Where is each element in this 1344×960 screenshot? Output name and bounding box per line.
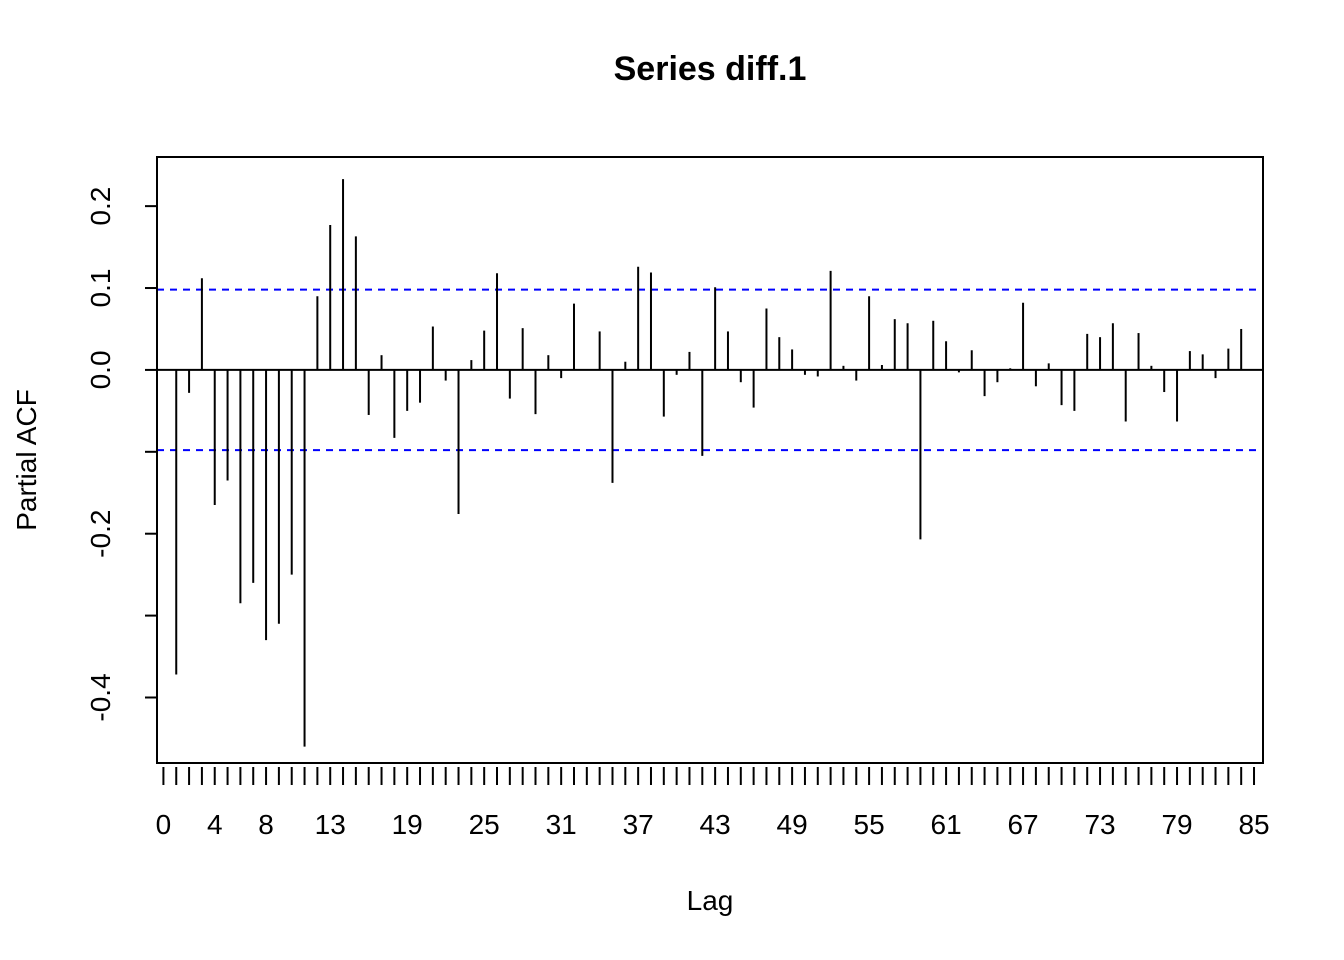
- confidence-bounds: [157, 288, 1263, 452]
- x-tick-label: 0: [156, 809, 172, 840]
- x-tick-label: 79: [1161, 809, 1192, 840]
- y-tick-label: 0.1: [85, 269, 116, 308]
- x-tick-label: 31: [546, 809, 577, 840]
- y-tick-label: -0.4: [85, 673, 116, 721]
- x-tick-label: 37: [623, 809, 654, 840]
- y-axis: -0.4 -0.2 0.0 0.1 0.2: [85, 187, 158, 722]
- x-tick-label: 13: [315, 809, 346, 840]
- y-tick-label: 0.0: [85, 350, 116, 389]
- x-tick-label: 73: [1084, 809, 1115, 840]
- x-tick-label: 25: [469, 809, 500, 840]
- plot-frame: [156, 156, 1264, 764]
- x-tick-label: 4: [207, 809, 223, 840]
- x-tick-label: 19: [392, 809, 423, 840]
- x-tick-label: 55: [854, 809, 885, 840]
- x-axis-title: Lag: [687, 885, 734, 916]
- y-axis-title: Partial ACF: [11, 389, 42, 531]
- y-tick-label: 0.2: [85, 187, 116, 226]
- x-tick-label: 67: [1007, 809, 1038, 840]
- x-axis: 0 4 8 13 19 25 31 37 43 49 55 61 67 73 79 85: [156, 767, 1270, 840]
- y-tick-label: -0.2: [85, 510, 116, 558]
- pacf-spikes: [175, 179, 1243, 747]
- x-tick-label: 43: [700, 809, 731, 840]
- x-tick-label: 61: [931, 809, 962, 840]
- chart-title: Series diff.1: [614, 50, 807, 88]
- x-tick-label: 85: [1238, 809, 1269, 840]
- x-tick-label: 49: [777, 809, 808, 840]
- x-tick-label: 8: [258, 809, 274, 840]
